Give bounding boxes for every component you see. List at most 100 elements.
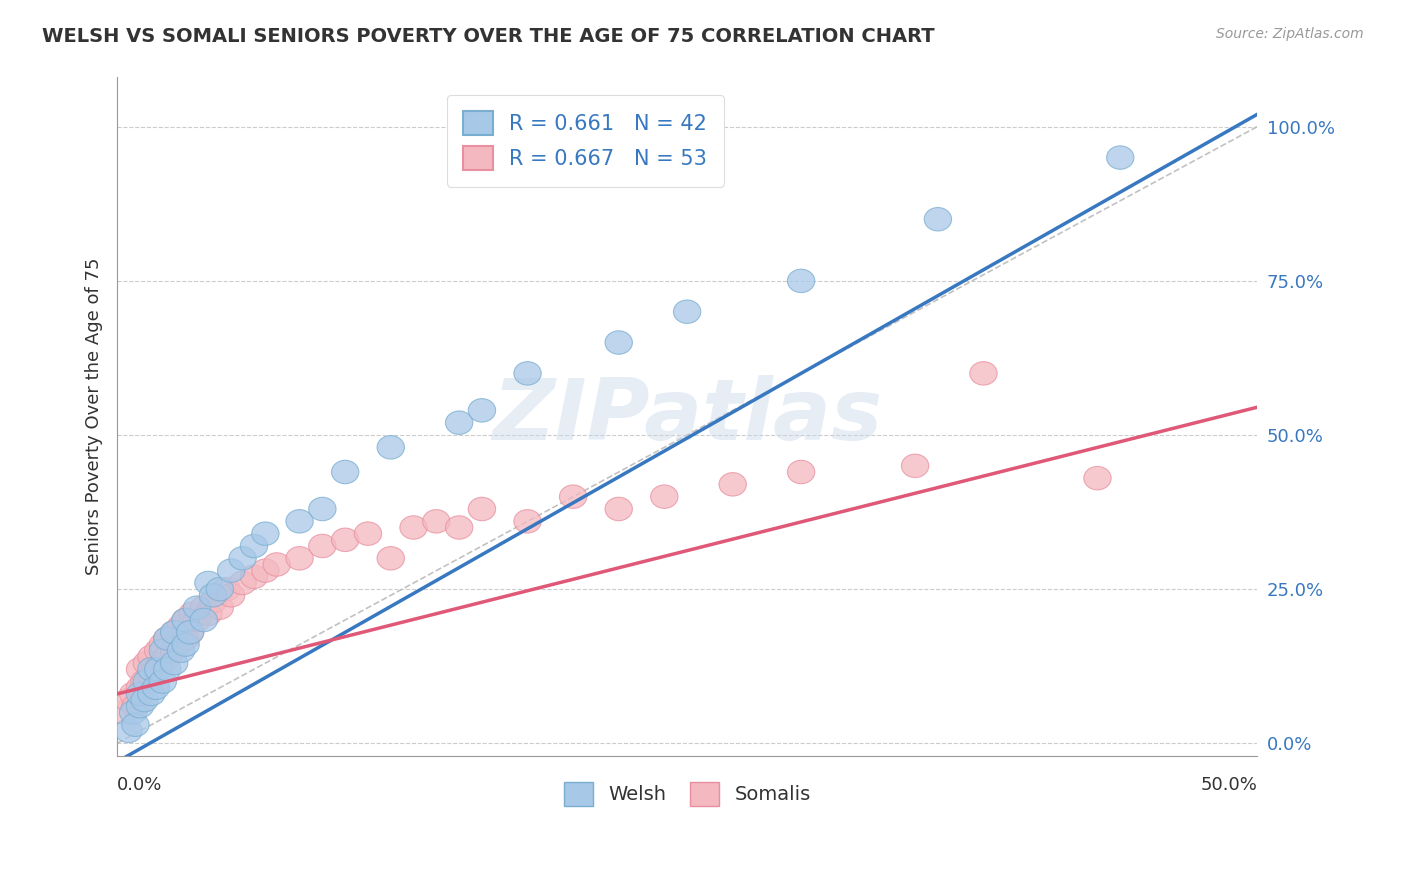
Ellipse shape [200,590,226,613]
Ellipse shape [131,689,159,712]
Ellipse shape [122,713,149,737]
Ellipse shape [354,522,381,545]
Ellipse shape [263,553,291,576]
Ellipse shape [160,651,188,675]
Ellipse shape [229,571,256,595]
Ellipse shape [513,361,541,385]
Ellipse shape [183,596,211,619]
Ellipse shape [285,547,314,570]
Ellipse shape [131,670,159,693]
Ellipse shape [218,559,245,582]
Ellipse shape [145,639,172,663]
Ellipse shape [179,602,207,625]
Ellipse shape [149,670,177,693]
Ellipse shape [673,300,700,324]
Y-axis label: Seniors Poverty Over the Age of 75: Seniors Poverty Over the Age of 75 [86,258,103,575]
Ellipse shape [165,633,193,657]
Ellipse shape [134,670,160,693]
Ellipse shape [190,596,218,619]
Ellipse shape [468,399,496,422]
Ellipse shape [127,657,153,681]
Ellipse shape [172,627,200,650]
Ellipse shape [142,676,170,699]
Ellipse shape [149,633,177,657]
Text: 50.0%: 50.0% [1201,775,1257,794]
Ellipse shape [172,608,200,632]
Ellipse shape [309,534,336,558]
Ellipse shape [138,657,165,681]
Ellipse shape [183,608,211,632]
Text: 0.0%: 0.0% [117,775,163,794]
Ellipse shape [127,695,153,718]
Ellipse shape [160,621,188,644]
Ellipse shape [120,701,146,724]
Ellipse shape [605,497,633,521]
Ellipse shape [122,695,149,718]
Ellipse shape [718,473,747,496]
Ellipse shape [138,645,165,669]
Ellipse shape [446,411,472,434]
Ellipse shape [138,682,165,706]
Ellipse shape [115,689,142,712]
Text: Source: ZipAtlas.com: Source: ZipAtlas.com [1216,27,1364,41]
Ellipse shape [970,361,997,385]
Ellipse shape [252,559,278,582]
Ellipse shape [605,331,633,354]
Legend: Welsh, Somalis: Welsh, Somalis [555,774,818,814]
Ellipse shape [110,701,138,724]
Ellipse shape [167,639,194,663]
Ellipse shape [160,621,188,644]
Ellipse shape [207,577,233,601]
Ellipse shape [924,208,952,231]
Ellipse shape [142,657,170,681]
Ellipse shape [153,627,181,650]
Ellipse shape [309,497,336,521]
Ellipse shape [787,460,814,483]
Ellipse shape [218,583,245,607]
Ellipse shape [190,608,218,632]
Ellipse shape [332,528,359,551]
Ellipse shape [153,627,181,650]
Ellipse shape [134,651,160,675]
Ellipse shape [229,547,256,570]
Ellipse shape [468,497,496,521]
Ellipse shape [252,522,278,545]
Ellipse shape [377,547,405,570]
Ellipse shape [1107,146,1133,169]
Ellipse shape [120,682,146,706]
Ellipse shape [399,516,427,539]
Ellipse shape [149,639,177,663]
Ellipse shape [153,657,181,681]
Ellipse shape [149,651,177,675]
Ellipse shape [901,454,929,477]
Ellipse shape [194,602,222,625]
Ellipse shape [446,516,472,539]
Ellipse shape [651,485,678,508]
Ellipse shape [177,621,204,644]
Ellipse shape [560,485,586,508]
Ellipse shape [240,534,267,558]
Text: WELSH VS SOMALI SENIORS POVERTY OVER THE AGE OF 75 CORRELATION CHART: WELSH VS SOMALI SENIORS POVERTY OVER THE… [42,27,935,45]
Ellipse shape [423,509,450,533]
Ellipse shape [207,596,233,619]
Ellipse shape [167,615,194,638]
Ellipse shape [513,509,541,533]
Ellipse shape [145,657,172,681]
Ellipse shape [200,583,226,607]
Ellipse shape [172,608,200,632]
Ellipse shape [332,460,359,483]
Ellipse shape [172,633,200,657]
Ellipse shape [194,571,222,595]
Ellipse shape [160,639,188,663]
Ellipse shape [153,645,181,669]
Ellipse shape [212,577,240,601]
Ellipse shape [127,682,153,706]
Ellipse shape [177,621,204,644]
Text: ZIPatlas: ZIPatlas [492,375,882,458]
Ellipse shape [285,509,314,533]
Ellipse shape [1084,467,1111,490]
Ellipse shape [787,269,814,293]
Ellipse shape [377,435,405,459]
Ellipse shape [115,719,142,743]
Ellipse shape [127,676,153,699]
